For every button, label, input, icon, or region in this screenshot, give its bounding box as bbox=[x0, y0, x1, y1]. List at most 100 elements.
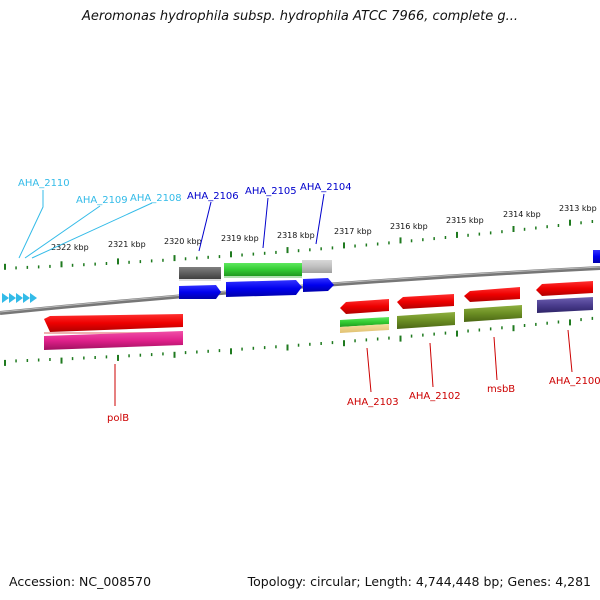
minor-tick bbox=[523, 227, 526, 231]
minor-tick bbox=[162, 258, 164, 262]
cog-feature bbox=[340, 317, 389, 327]
minor-tick bbox=[37, 358, 40, 362]
minor-tick bbox=[128, 354, 130, 358]
minor-tick bbox=[71, 263, 74, 267]
minor-tick bbox=[83, 263, 85, 267]
gene-label-aha-2110[interactable]: AHA_2110 bbox=[18, 178, 70, 189]
major-tick bbox=[512, 226, 515, 232]
minor-tick bbox=[535, 226, 537, 230]
cds-arrow-reverse bbox=[397, 294, 454, 309]
gene-label-aha-2108[interactable]: AHA_2108 bbox=[130, 193, 182, 204]
minor-tick bbox=[591, 316, 594, 320]
minor-tick bbox=[241, 347, 243, 351]
major-tick bbox=[512, 325, 515, 332]
accession-text: Accession: NC_008570 bbox=[9, 574, 152, 589]
minor-tick bbox=[501, 230, 503, 234]
cds-arrow bbox=[226, 280, 302, 297]
major-tick bbox=[4, 359, 6, 366]
cog-feature bbox=[340, 324, 389, 333]
minor-tick bbox=[354, 244, 356, 248]
minor-tick bbox=[49, 264, 51, 268]
minor-tick bbox=[207, 349, 209, 353]
minor-tick bbox=[94, 262, 96, 266]
minor-tick bbox=[376, 337, 379, 341]
ruler-label: 2318 kbp bbox=[277, 231, 315, 240]
cog-feature bbox=[44, 331, 183, 350]
minor-tick bbox=[26, 265, 29, 269]
major-tick bbox=[343, 340, 345, 347]
minor-tick bbox=[523, 324, 526, 327]
minor-tick bbox=[71, 357, 74, 361]
minor-tick bbox=[207, 255, 209, 259]
gene-feature bbox=[179, 267, 221, 279]
minor-tick bbox=[139, 260, 142, 264]
ruler-label: 2321 kbp bbox=[108, 240, 146, 249]
upper-gene-labels: AHA_2110 AHA_2109 AHA_2108 AHA_2106 AHA_… bbox=[18, 178, 352, 206]
leader-line bbox=[493, 336, 498, 381]
major-tick bbox=[173, 351, 176, 358]
minor-tick bbox=[444, 236, 447, 239]
minor-tick bbox=[184, 257, 187, 261]
minor-tick bbox=[263, 251, 266, 255]
leader-line bbox=[31, 202, 153, 259]
cds-arrow-reverse bbox=[340, 299, 389, 314]
minor-tick bbox=[467, 233, 469, 237]
gene-label-aha-2109[interactable]: AHA_2109 bbox=[76, 195, 128, 206]
minor-tick bbox=[196, 350, 198, 354]
minor-tick bbox=[94, 356, 96, 359]
topology-text: Topology: circular; Length: 4,744,448 bp… bbox=[247, 574, 591, 589]
major-tick bbox=[230, 251, 232, 258]
leader-line bbox=[366, 347, 372, 393]
major-tick bbox=[343, 242, 345, 249]
gene-label-aha-2105[interactable]: AHA_2105 bbox=[245, 186, 297, 197]
gene-label-aha-2102[interactable]: AHA_2102 bbox=[409, 391, 461, 402]
gene-feature bbox=[302, 260, 332, 273]
cds-arrow-reverse-base bbox=[44, 332, 183, 334]
cog-feature bbox=[537, 297, 593, 313]
minor-tick bbox=[196, 256, 198, 260]
minor-tick bbox=[354, 339, 356, 343]
gene-label-msbb[interactable]: msbB bbox=[487, 384, 515, 395]
minor-tick bbox=[150, 259, 153, 263]
leader-line bbox=[24, 205, 101, 259]
leader-line bbox=[198, 201, 212, 252]
upper-tick-row bbox=[4, 219, 594, 270]
minor-tick bbox=[489, 327, 492, 331]
cds-arrow-reverse bbox=[536, 281, 593, 296]
minor-tick bbox=[467, 329, 469, 333]
lower-tick-row bbox=[4, 316, 594, 366]
gene-label-aha-2100[interactable]: AHA_2100 bbox=[549, 376, 600, 387]
gene-label-aha-2104[interactable]: AHA_2104 bbox=[300, 182, 352, 193]
leader-line bbox=[18, 190, 44, 259]
minor-tick bbox=[150, 353, 153, 357]
minor-tick bbox=[546, 321, 548, 325]
minor-tick bbox=[444, 331, 447, 335]
gene-label-polb[interactable]: polB bbox=[107, 413, 129, 424]
cog-feature bbox=[224, 263, 302, 276]
minor-tick bbox=[263, 346, 266, 350]
minor-tick bbox=[275, 250, 277, 254]
cog-feature bbox=[397, 312, 455, 329]
cog-feature bbox=[464, 305, 522, 322]
major-tick bbox=[230, 348, 232, 355]
minor-tick bbox=[309, 248, 311, 252]
minor-tick bbox=[297, 343, 300, 347]
upper-leaders bbox=[18, 190, 325, 259]
major-tick bbox=[117, 354, 119, 361]
direction-arrows bbox=[2, 293, 37, 303]
minor-tick bbox=[580, 318, 582, 322]
minor-tick bbox=[309, 342, 311, 346]
major-tick bbox=[569, 319, 571, 326]
minor-tick bbox=[422, 238, 424, 242]
major-tick bbox=[60, 357, 63, 364]
minor-tick bbox=[388, 241, 390, 245]
minor-tick bbox=[26, 359, 29, 362]
minor-tick bbox=[320, 342, 322, 345]
lower-gene-labels: polB AHA_2103 AHA_2102 msbB AHA_2100 bbox=[107, 376, 600, 424]
gene-label-aha-2106[interactable]: AHA_2106 bbox=[187, 191, 239, 202]
gene-label-aha-2103[interactable]: AHA_2103 bbox=[347, 397, 399, 408]
major-tick bbox=[399, 237, 402, 244]
major-tick bbox=[173, 255, 176, 262]
cds-arrow bbox=[303, 278, 334, 292]
